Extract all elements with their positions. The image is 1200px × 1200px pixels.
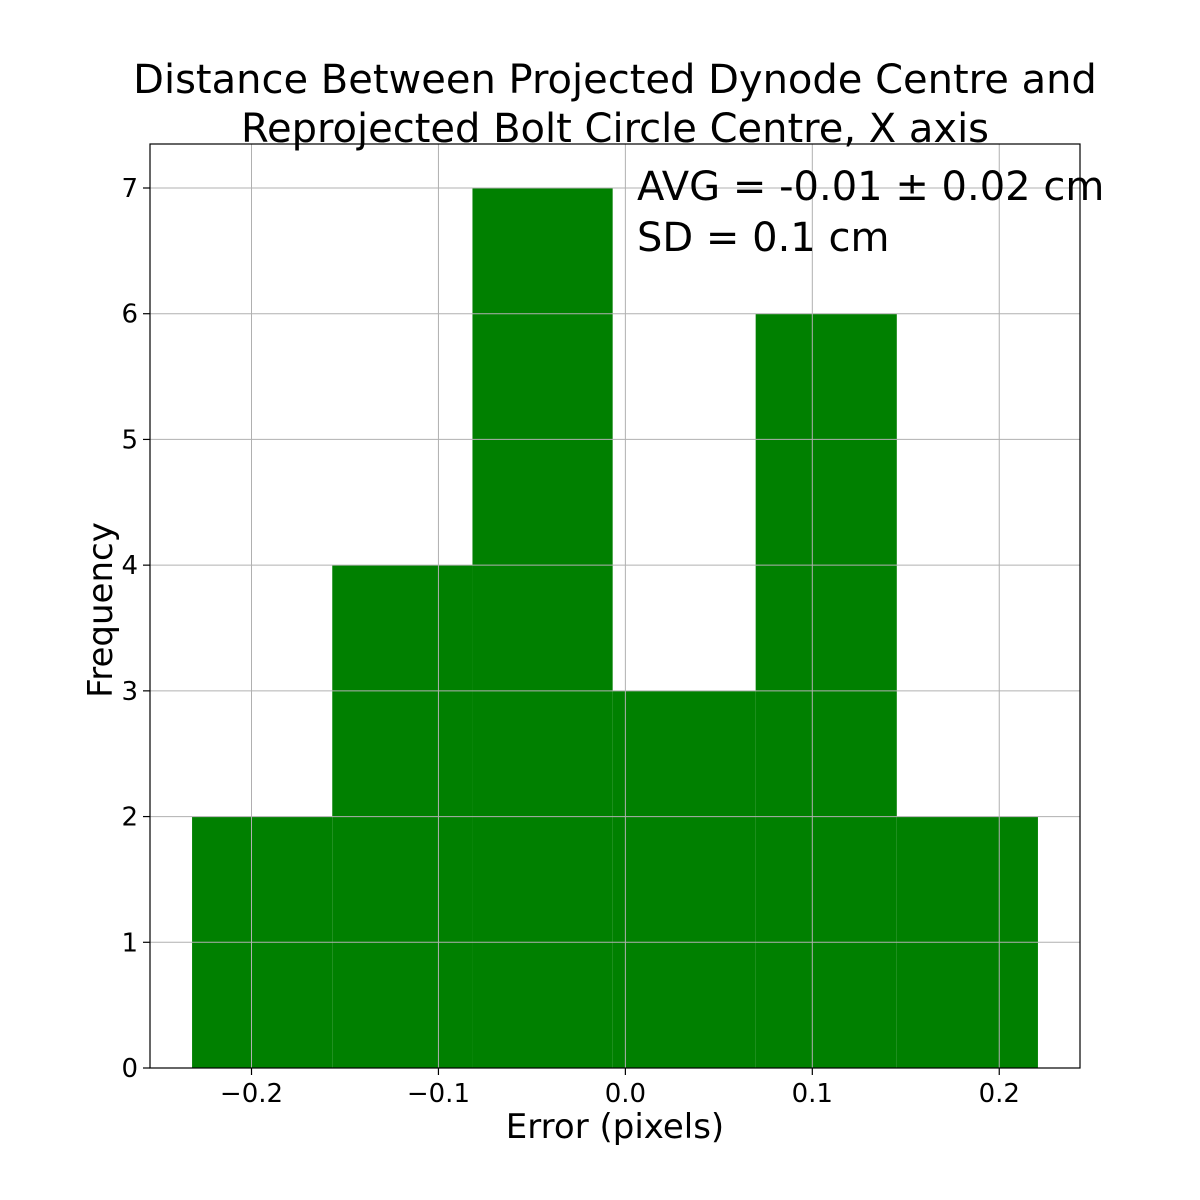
x-tick-label-2: 0.0	[605, 1079, 646, 1109]
x-axis-label: Error (pixels)	[506, 1107, 724, 1147]
histogram-bar-3	[612, 690, 756, 1068]
y-tick-label-3: 3	[121, 677, 138, 707]
y-tick-label-2: 2	[121, 803, 138, 833]
y-axis-label: Frequency	[81, 522, 121, 698]
chart-title-line-2: Reprojected Bolt Circle Centre, X axis	[241, 106, 989, 152]
y-tick-label-5: 5	[121, 425, 138, 455]
x-tick-label-3: 0.1	[792, 1079, 833, 1109]
x-tick-label-4: 0.2	[979, 1079, 1020, 1109]
y-tick-label-0: 0	[121, 1054, 138, 1084]
y-tick-label-1: 1	[121, 928, 138, 958]
y-tick-label-4: 4	[121, 551, 138, 581]
histogram-bars	[192, 188, 1038, 1068]
histogram-bar-2	[472, 188, 613, 1068]
chart-title-line-1: Distance Between Projected Dynode Centre…	[133, 57, 1097, 103]
axis-ticks: −0.2 −0.1 0.0 0.1 0.2 0 1 2 3 4 5 6 7	[121, 174, 1019, 1109]
x-tick-label-0: −0.2	[220, 1079, 283, 1109]
y-tick-label-7: 7	[121, 174, 138, 204]
avg-annotation: AVG = -0.01 ± 0.02 cm	[637, 164, 1104, 210]
plot-frame	[149, 143, 1081, 1069]
sd-annotation: SD = 0.1 cm	[637, 215, 889, 261]
x-tick-label-1: −0.1	[407, 1079, 470, 1109]
y-tick-label-6: 6	[121, 300, 138, 330]
